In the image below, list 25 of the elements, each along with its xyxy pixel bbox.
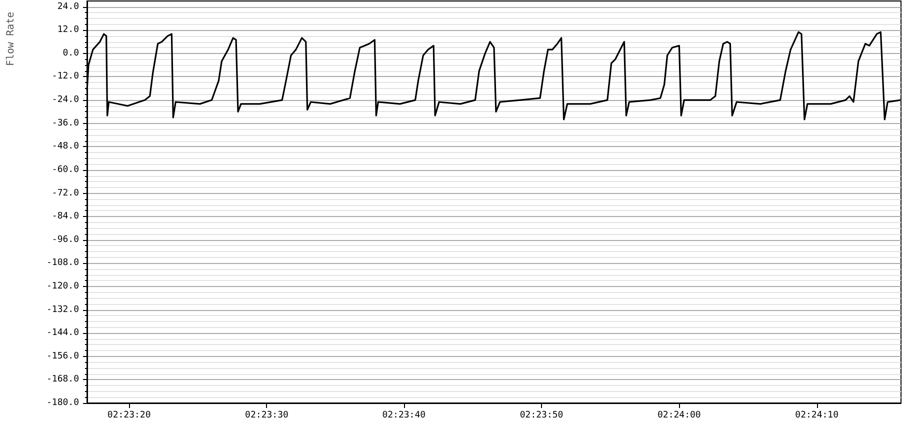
x-tick-label: 02:23:50 — [520, 410, 564, 420]
y-tick-label: 12.0 — [57, 25, 79, 36]
y-tick-label: -72.0 — [52, 188, 79, 198]
y-axis-title: Flow Rate — [6, 12, 16, 66]
y-tick-label: -84.0 — [52, 212, 79, 222]
y-tick-label: -108.0 — [46, 258, 79, 268]
y-tick-label: -36.0 — [52, 118, 79, 128]
y-tick-label: 0.0 — [62, 48, 79, 58]
x-tick-label: 02:23:30 — [245, 410, 288, 420]
y-tick-label: -24.0 — [52, 95, 79, 106]
y-tick-label: -144.0 — [46, 328, 79, 338]
x-tick-label: 02:23:20 — [107, 410, 151, 420]
y-tick-label: -168.0 — [46, 374, 79, 385]
x-tick-label: 02:23:40 — [382, 410, 426, 420]
x-tick-label: 02:24:00 — [658, 410, 701, 420]
y-tick-label: 24.0 — [57, 2, 79, 12]
y-tick-label: -156.0 — [46, 351, 79, 362]
y-tick-label: -60.0 — [52, 164, 79, 175]
y-tick-label: -132.0 — [46, 304, 79, 315]
y-tick-label: -96.0 — [52, 234, 79, 245]
y-tick-label: -48.0 — [52, 142, 79, 152]
x-tick-label: 02:24:10 — [795, 410, 839, 420]
y-tick-label: -12.0 — [52, 72, 79, 82]
y-tick-label: -120.0 — [46, 281, 79, 292]
y-tick-label: -180.0 — [46, 398, 79, 408]
